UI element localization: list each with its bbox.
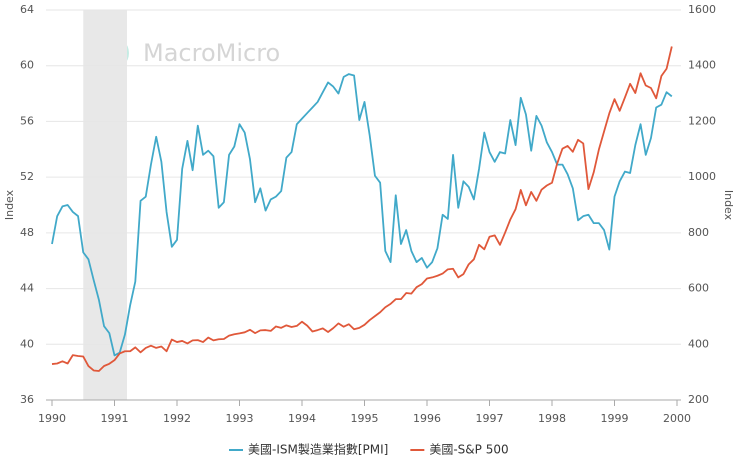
y-tick-label: 40	[20, 337, 34, 350]
series-line	[51, 46, 673, 372]
y2-tick-label: 600	[688, 282, 709, 295]
x-tick-label: 1993	[226, 412, 254, 425]
y2-tick-label: 1000	[688, 170, 716, 183]
x-tick-label: 1997	[476, 412, 504, 425]
y-tick-label: 44	[20, 282, 34, 295]
x-tick-label: 1995	[351, 412, 379, 425]
legend-label: 美國-S&P 500	[429, 443, 508, 457]
x-tick-label: 1992	[163, 412, 191, 425]
shaded-range	[83, 10, 127, 400]
x-tick-label: 2000	[663, 412, 691, 425]
y-tick-label: 52	[20, 170, 34, 183]
y2-tick-label: 200	[688, 393, 709, 406]
x-tick-label: 1998	[538, 412, 566, 425]
y2-tick-label: 800	[688, 226, 709, 239]
y2-tick-label: 1600	[688, 3, 716, 16]
y2-axis-title: Index	[722, 190, 735, 221]
x-tick-label: 1994	[288, 412, 316, 425]
x-tick-label: 1991	[101, 412, 129, 425]
x-tick-label: 1996	[413, 412, 441, 425]
y-tick-label: 48	[20, 226, 34, 239]
series-line	[51, 73, 673, 357]
y-axis-title: Index	[3, 189, 16, 220]
legend-label: 美國-ISM製造業指數[PMI]	[248, 442, 388, 457]
y2-tick-label: 1200	[688, 114, 716, 127]
legend: 美國-ISM製造業指數[PMI] 美國-S&P 500	[229, 442, 509, 457]
y-tick-label: 36	[20, 393, 34, 406]
y-tick-label: 60	[20, 59, 34, 72]
y2-tick-label: 400	[688, 337, 709, 350]
y-tick-label: 64	[20, 3, 34, 16]
x-tick-label: 1990	[38, 412, 66, 425]
y-tick-label: 56	[20, 114, 34, 127]
watermark-text: MacroMicro	[143, 39, 280, 67]
x-tick-label: 1999	[601, 412, 629, 425]
y2-tick-label: 1400	[688, 59, 716, 72]
